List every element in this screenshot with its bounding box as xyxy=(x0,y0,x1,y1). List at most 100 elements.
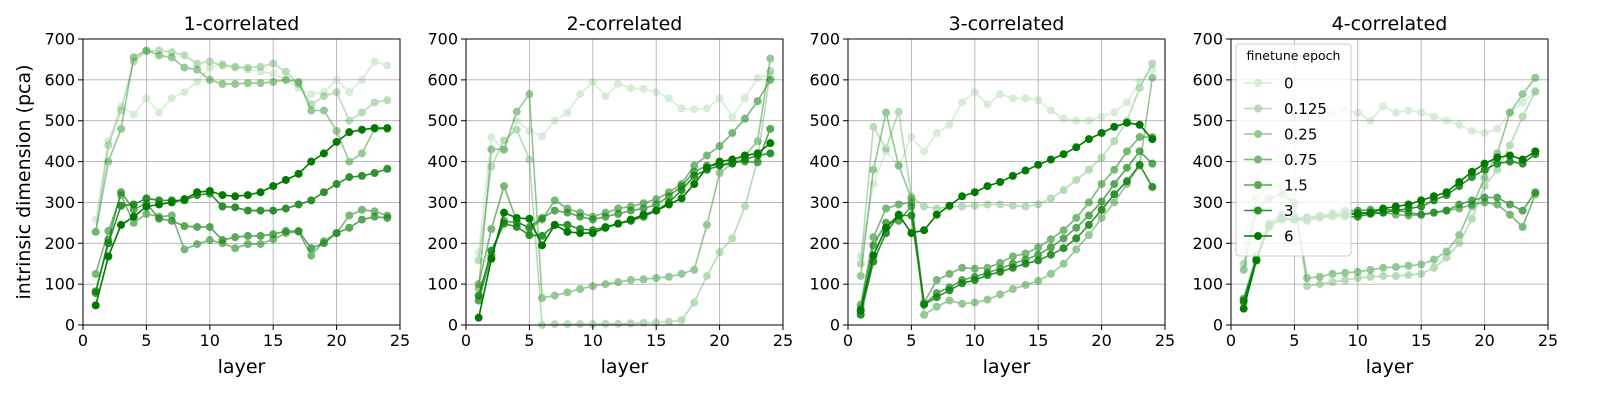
data-point xyxy=(1493,153,1502,162)
data-point xyxy=(1122,118,1131,127)
data-point xyxy=(626,84,635,93)
y-tick-label: 100 xyxy=(44,275,75,294)
data-point xyxy=(1021,280,1030,289)
data-point xyxy=(639,204,648,213)
data-point xyxy=(894,210,903,219)
data-point xyxy=(715,94,724,103)
data-point xyxy=(970,276,979,285)
x-tick-label: 20 xyxy=(326,331,346,350)
data-point xyxy=(269,182,278,191)
data-point xyxy=(1072,143,1081,152)
data-point xyxy=(474,313,483,322)
x-tick-label: 10 xyxy=(965,331,985,350)
data-point xyxy=(319,106,328,115)
legend-entry xyxy=(1244,130,1272,138)
data-point xyxy=(614,209,623,218)
data-point xyxy=(117,124,126,133)
data-point xyxy=(243,240,252,249)
data-point xyxy=(205,63,214,72)
series-6 xyxy=(856,118,1157,315)
data-point xyxy=(1008,94,1017,103)
data-point xyxy=(332,180,341,189)
x-tick-label: 20 xyxy=(1091,331,1111,350)
data-point xyxy=(1493,159,1502,168)
data-point xyxy=(1493,200,1502,209)
data-point xyxy=(525,214,534,223)
data-point xyxy=(205,222,214,231)
data-point xyxy=(715,169,724,178)
data-point xyxy=(983,271,992,280)
data-point xyxy=(894,200,903,209)
data-point xyxy=(1046,194,1055,203)
data-point xyxy=(193,240,202,249)
data-point xyxy=(1366,116,1375,125)
data-point xyxy=(920,226,929,235)
data-point xyxy=(932,128,941,137)
data-point xyxy=(882,147,891,156)
data-point xyxy=(218,61,227,70)
data-point xyxy=(1505,151,1514,160)
data-point xyxy=(1429,208,1438,217)
data-point xyxy=(117,188,126,197)
panel-title: 4-correlated xyxy=(1332,13,1448,35)
axes-frame xyxy=(82,38,401,326)
data-point xyxy=(970,264,979,273)
data-point xyxy=(664,200,673,209)
data-point xyxy=(1379,271,1388,280)
data-point xyxy=(1493,165,1502,174)
data-point xyxy=(1072,175,1081,184)
data-point xyxy=(142,94,151,103)
data-point xyxy=(563,220,572,229)
data-point xyxy=(231,244,240,253)
data-point xyxy=(357,75,366,84)
data-point xyxy=(550,196,559,205)
x-tick-label: 5 xyxy=(1289,331,1299,350)
data-point xyxy=(1518,155,1527,164)
data-point xyxy=(1059,234,1068,243)
data-point xyxy=(652,206,661,215)
x-tick-label: 0 xyxy=(78,331,88,350)
data-point xyxy=(193,77,202,86)
data-point xyxy=(920,300,929,309)
y-tick-label: 200 xyxy=(809,234,840,253)
legend-entry xyxy=(1244,155,1272,164)
data-point xyxy=(882,144,891,153)
data-point xyxy=(525,90,534,99)
data-point xyxy=(740,151,749,160)
data-point xyxy=(1148,73,1157,82)
data-point xyxy=(1467,214,1476,223)
data-point xyxy=(1404,261,1413,270)
data-point xyxy=(525,231,534,240)
legend-swatch-marker xyxy=(1254,181,1262,189)
data-point xyxy=(1110,165,1119,174)
data-point xyxy=(142,46,151,55)
data-point xyxy=(1072,245,1081,254)
data-point xyxy=(307,106,316,115)
x-tick-label: 25 xyxy=(1155,331,1175,350)
data-point xyxy=(1391,262,1400,271)
data-point xyxy=(1455,231,1464,240)
data-point xyxy=(652,88,661,97)
data-point xyxy=(588,282,597,291)
data-point xyxy=(1135,133,1144,142)
data-point xyxy=(614,79,623,88)
data-point xyxy=(970,298,979,307)
data-point xyxy=(1518,98,1527,107)
data-point xyxy=(728,155,737,164)
legend-swatch-marker xyxy=(1254,130,1262,138)
data-point xyxy=(512,125,521,134)
data-point xyxy=(563,108,572,117)
data-point xyxy=(639,210,648,219)
data-point xyxy=(180,222,189,231)
data-point xyxy=(205,186,214,195)
data-point xyxy=(639,318,648,327)
data-point xyxy=(1148,135,1157,144)
data-point xyxy=(996,90,1005,99)
y-tick-label: 0 xyxy=(1213,316,1223,335)
data-point xyxy=(167,94,176,103)
data-point xyxy=(1097,128,1106,137)
data-point xyxy=(1480,128,1489,137)
data-point xyxy=(1505,210,1514,219)
data-point xyxy=(639,275,648,284)
